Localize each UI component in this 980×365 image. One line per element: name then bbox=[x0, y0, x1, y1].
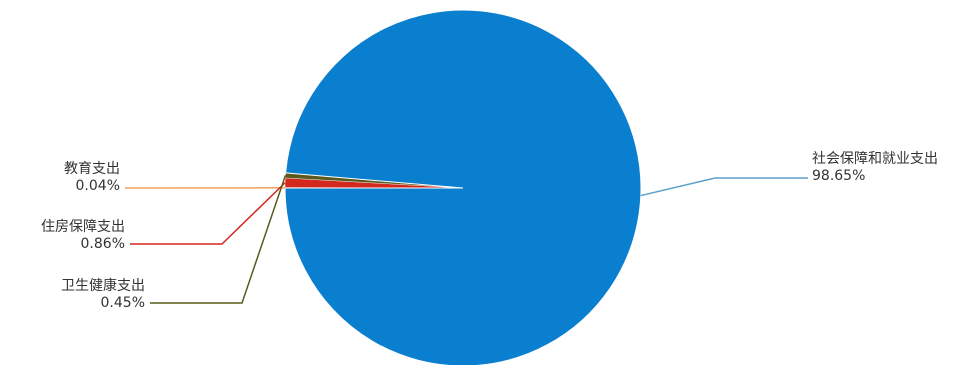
pie-slice bbox=[284, 9, 642, 365]
leader-line bbox=[130, 182, 286, 245]
slice-category-label: 教育支出 bbox=[64, 161, 120, 177]
slice-percent-label: 0.04% bbox=[76, 178, 120, 194]
slice-category-label: 住房保障支出 bbox=[41, 219, 125, 235]
slice-category-label: 社会保障和就业支出 bbox=[812, 151, 938, 167]
leader-line bbox=[150, 175, 287, 304]
slice-percent-label: 0.45% bbox=[101, 295, 145, 311]
slice-category-label: 卫生健康支出 bbox=[61, 277, 145, 294]
slice-percent-label: 98.65% bbox=[812, 168, 865, 184]
leader-lines bbox=[124, 175, 808, 304]
pie-slices bbox=[284, 9, 642, 365]
leader-line bbox=[640, 177, 808, 197]
slice-percent-label: 0.86% bbox=[81, 236, 125, 252]
